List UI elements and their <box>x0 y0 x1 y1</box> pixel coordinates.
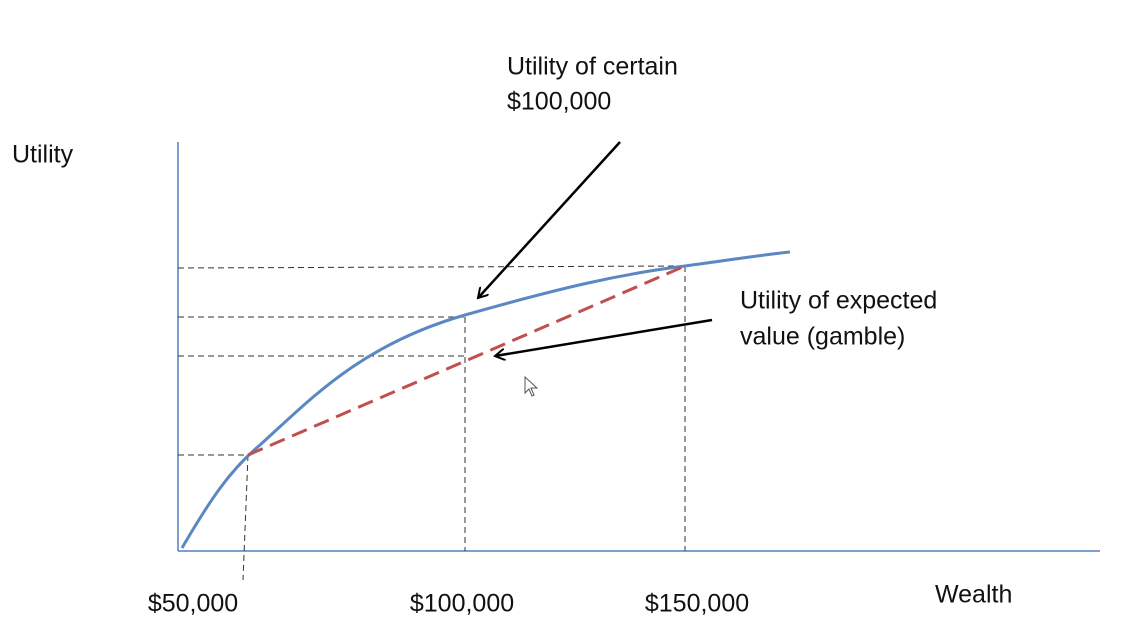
arrow <box>495 318 713 356</box>
x-label: $100,000 <box>410 590 514 618</box>
y-axis-label: Utility <box>12 141 74 169</box>
x-label: $50,000 <box>148 590 238 618</box>
annotation-text: value (gamble) <box>740 323 905 351</box>
utility-curve <box>180 250 791 549</box>
x-label: $150,000 <box>645 590 749 618</box>
annotation-text: $100,000 <box>507 88 611 116</box>
cursor-icon <box>524 375 539 397</box>
gamble-line <box>247 264 686 457</box>
arrow <box>478 141 621 298</box>
annotation-text: Utility of certain <box>507 53 678 81</box>
guide-lines <box>177 265 686 581</box>
annotation-text: Utility of expected <box>740 287 937 315</box>
x-axis-label: Wealth <box>935 581 1012 609</box>
